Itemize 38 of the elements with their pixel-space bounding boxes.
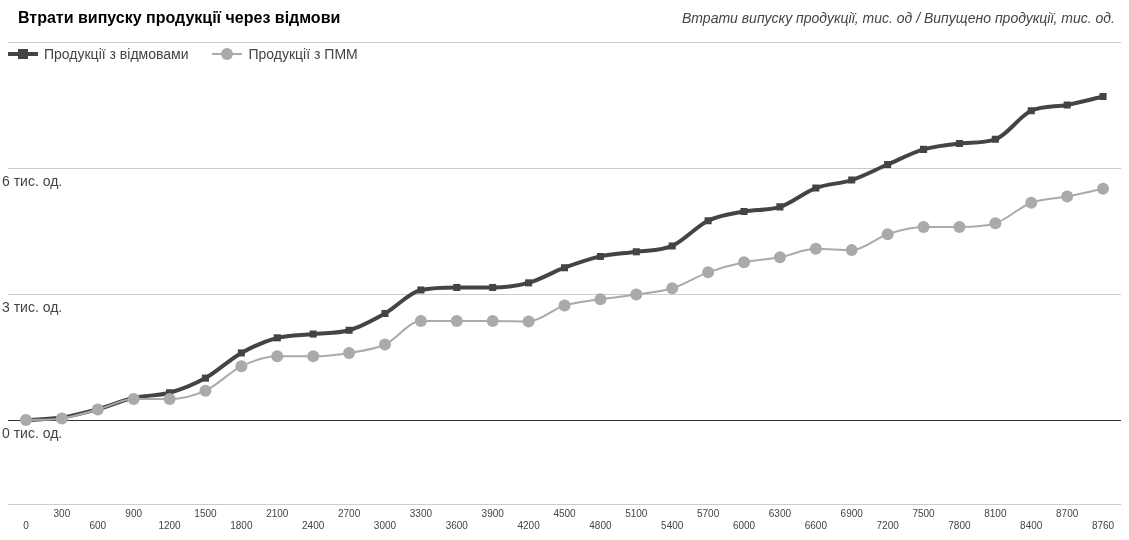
x-tick-label: 300	[53, 507, 71, 519]
legend-label: Продукції з ПММ	[248, 46, 358, 62]
x-tick-label: 1500	[194, 507, 218, 519]
x-tick-label: 6000	[732, 519, 756, 531]
x-tick-label: 7200	[876, 519, 900, 531]
x-tick-label: 3600	[445, 519, 469, 531]
x-tick-label: 6600	[804, 519, 828, 531]
x-tick-label: 4200	[517, 519, 541, 531]
x-tick-label: 2100	[266, 507, 289, 519]
x-tick-label: 5100	[625, 507, 648, 519]
x-tick-label: 2700	[337, 507, 361, 519]
x-tick-label: 3300	[409, 507, 433, 519]
x-tick-label: 8760	[1091, 519, 1115, 531]
x-tick-label: 7800	[948, 519, 971, 531]
x-tick-label: 6300	[768, 507, 792, 519]
x-tick-label: 600	[89, 519, 107, 531]
x-tick-label: 4800	[589, 519, 612, 531]
x-tick-label: 8700	[1056, 507, 1079, 519]
x-tick-label: 7500	[912, 507, 936, 519]
x-tick-label: 1800	[230, 519, 253, 531]
y-tick-label: 3 тис. од.	[2, 299, 63, 316]
chart-title: Втрати випуску продукції через відмови	[17, 9, 341, 27]
x-tick-label: 3000	[373, 519, 397, 531]
x-tick-label: 900	[125, 507, 143, 519]
chart-subtitle: Втрати випуску продукції, тис. од / Випущено продукції, тис. од.	[682, 10, 1116, 26]
x-tick-label: 8400	[1020, 519, 1043, 531]
x-tick-label: 6900	[840, 507, 864, 519]
x-tick-label: 4500	[553, 507, 577, 519]
y-tick-label: 0 тис. од.	[2, 424, 63, 441]
legend-label: Продукції з відмовами	[44, 46, 189, 62]
x-tick-label: 8100	[984, 507, 1007, 519]
x-tick-label: 5400	[661, 519, 684, 531]
x-tick-label: 0	[23, 519, 30, 531]
x-tick-label: 2400	[302, 519, 325, 531]
x-tick-label: 3900	[481, 507, 505, 519]
y-tick-label: 6 тис. од.	[2, 173, 63, 190]
x-tick-label: 1200	[158, 519, 182, 531]
x-tick-label: 5700	[696, 507, 720, 519]
